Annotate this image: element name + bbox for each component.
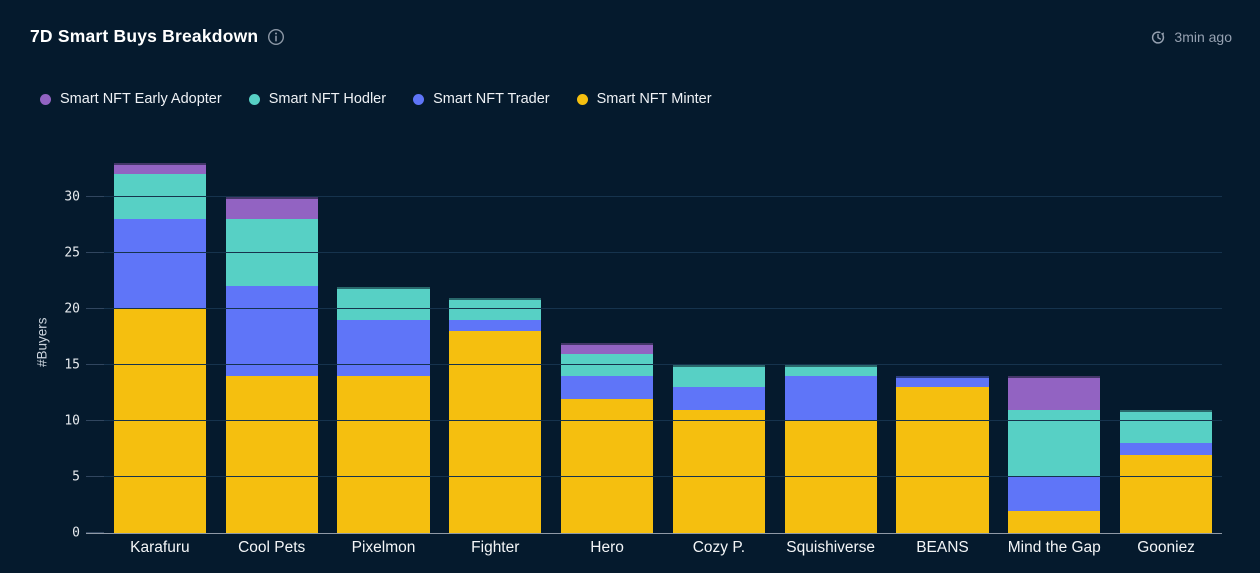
x-axis-labels: Karafuru Cool Pets Pixelmon Fighter Hero Cozy… [104,539,1222,557]
history-clock-icon [1150,29,1166,45]
bar-segment[interactable] [449,297,542,321]
legend-item[interactable]: Smart NFT Minter [576,91,712,107]
gridline [104,419,1222,421]
y-tick-mark [86,475,104,477]
bar-segment[interactable] [560,398,654,533]
gridline [104,251,1222,253]
y-axis-title: #Buyers [34,317,50,368]
bar-segment[interactable] [113,219,206,309]
x-axis-label: Hero [590,539,624,556]
stacked-bar[interactable] [1008,152,1101,533]
page-title: 7D Smart Buys Breakdown [30,26,259,46]
legend-label: Smart NFT Early Adopter [60,91,222,107]
y-tick-label: 30 [64,189,80,205]
bar-segment[interactable] [784,364,877,377]
bar-column [216,152,328,533]
x-axis-label: Cozy P. [692,539,746,556]
x-axis-label: Karafuru [130,539,190,556]
card-header: 7D Smart Buys Breakdown 3min ago [30,26,1232,47]
bar-segment[interactable] [225,286,318,377]
y-tick-label: 20 [64,301,80,317]
info-icon[interactable] [267,28,285,46]
bar-segment[interactable] [1008,376,1101,410]
bar-column [328,152,440,533]
y-tick-mark [86,419,104,421]
bar-segment[interactable] [1008,476,1101,511]
bar-column [887,152,999,533]
bar-segment[interactable] [225,376,318,533]
bar-segment[interactable] [337,376,430,533]
bar-segment[interactable] [672,387,765,410]
bar-segment[interactable] [1008,409,1101,477]
legend-label: Smart NFT Minter [596,91,712,107]
x-axis-label: Squishiverse [786,539,876,556]
last-updated-text: 3min ago [1174,28,1232,45]
x-axis-line [86,532,1222,534]
stacked-bar[interactable] [672,152,765,533]
bar-segment[interactable] [560,376,654,399]
y-tick-label: 10 [64,413,80,429]
legend-dot-icon [40,93,51,105]
bar-segment[interactable] [449,331,542,533]
bar-segment[interactable] [1008,510,1101,533]
bar-segment[interactable] [560,353,654,377]
x-axis-label: Mind the Gap [1007,539,1101,556]
bar-segment[interactable] [113,163,206,175]
legend-dot-icon [413,93,425,105]
y-tick-mark [86,195,104,197]
legend-item[interactable]: Smart NFT Trader [413,91,550,107]
legend-item[interactable]: Smart NFT Hodler [248,91,387,107]
y-tick-label: 0 [72,525,80,541]
bar-segment[interactable] [672,409,765,533]
bar-segment[interactable] [560,342,654,354]
bar-segment[interactable] [1119,409,1213,444]
legend-item[interactable]: Smart NFT Early Adopter [40,91,222,107]
bar-segment[interactable] [113,174,206,220]
y-tick-mark [86,307,104,309]
gridline [104,475,1222,477]
y-tick-label: 5 [72,469,80,485]
bar-segment[interactable] [896,376,989,388]
bar-column [663,152,775,533]
bar-segment[interactable] [896,387,989,533]
x-axis-label: Cool Pets [238,539,306,556]
y-tick-label: 25 [64,245,80,261]
chart-legend: Smart NFT Early Adopter Smart NFT Hodler S… [40,91,712,107]
stacked-bar[interactable] [337,152,430,533]
bar-segment[interactable] [1119,454,1213,533]
bar-segment[interactable] [784,376,877,421]
bar-column [1110,152,1222,533]
bar-segment[interactable] [337,320,430,377]
plot-area: 0 5 10 15 20 25 30 [64,152,1222,540]
bar-segment[interactable] [225,219,318,287]
y-tick-mark [86,363,104,365]
legend-dot-icon [248,93,260,105]
bar-segment[interactable] [672,364,765,388]
legend-label: Smart NFT Trader [433,91,550,107]
x-axis-label: Gooniez [1137,539,1195,556]
stacked-bar[interactable] [896,152,989,533]
gridline [104,307,1222,309]
y-tick-label: 15 [64,357,80,373]
y-tick-mark [86,251,104,253]
y-tick-mark [86,532,104,533]
gridline [104,363,1222,365]
x-axis-label: Pixelmon [351,539,416,556]
gridline [104,195,1222,197]
last-updated: 3min ago [1150,29,1232,45]
bar-segment[interactable] [1119,443,1213,455]
bar-segment[interactable] [337,286,430,321]
stacked-bar[interactable] [225,152,318,533]
bar-segment[interactable] [449,320,542,332]
x-axis-label: BEANS [916,539,969,556]
bar-column [998,152,1110,533]
legend-dot-icon [576,93,588,105]
legend-label: Smart NFT Hodler [268,91,387,107]
x-axis-label: Fighter [471,539,520,556]
stacked-bar[interactable] [1119,152,1213,533]
bar-segment[interactable] [225,196,318,220]
